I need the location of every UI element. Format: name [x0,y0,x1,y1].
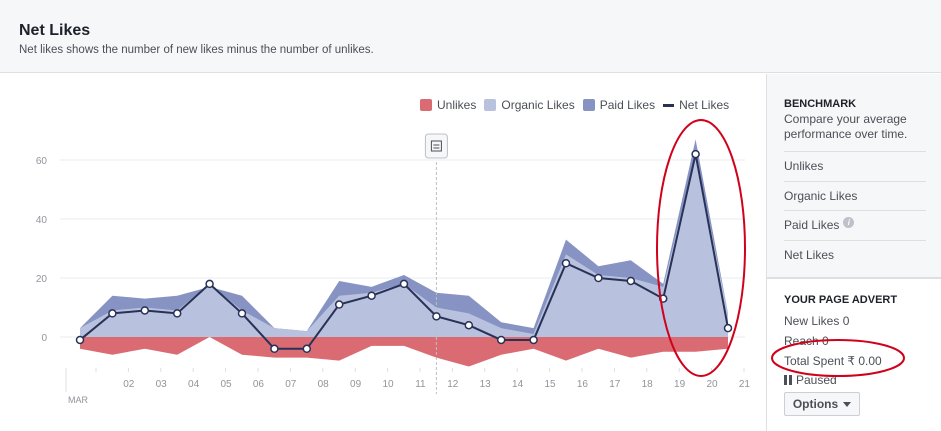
net-likes-point [432,312,441,321]
benchmark-description: Compare your average performance over ti… [784,112,908,141]
x-tick-label: 18 [642,379,654,390]
x-tick-label: 11 [415,379,426,390]
y-tick-label: 20 [36,274,48,285]
x-tick-label: 07 [285,379,297,390]
net-likes-point [529,335,538,345]
x-tick-label: 02 [123,379,135,390]
net-likes-point [270,344,279,354]
metric-label: Paid Likes [784,218,840,232]
net-likes-point [75,335,85,345]
x-tick-label: 13 [480,379,492,390]
net-likes-point [399,279,409,289]
x-tick-label: 06 [253,379,265,390]
net-likes-point [594,273,603,283]
net-likes-point [464,320,474,330]
page-title: Net Likes [19,22,91,39]
legend-label-net: Net Likes [679,98,730,112]
net-likes-point [658,294,668,303]
unlikes-swatch [420,99,432,111]
y-tick-label: 60 [36,156,48,167]
net-likes-point [691,149,700,159]
net-likes-point [496,335,506,345]
x-tick-label: 03 [156,379,168,390]
net-likes-point [334,300,344,309]
advert-status-label: Paused [796,373,837,387]
x-tick-label: 10 [382,379,394,390]
info-icon[interactable]: i [843,217,855,228]
benchmark-metric-net[interactable]: Net Likes [784,240,926,269]
advert-title: YOUR PAGE ADVERT [784,294,898,306]
legend-label-organic: Organic Likes [501,98,575,112]
net-likes-point [205,279,214,289]
x-tick-label: 17 [609,379,621,390]
x-tick-label: 09 [350,379,362,390]
options-label: Options [792,397,839,411]
metric-label: Net Likes [784,248,835,262]
benchmark-metric-organic[interactable]: Organic Likes [784,181,926,210]
chart-svg: 0 20 40 60 02 03 04 05 06 07 08 09 10 11 12 13 14 15 16 17 1… [36,133,751,405]
calendar-note-icon-glyph [430,140,442,152]
metric-label: Unlikes [784,159,824,173]
x-tick-label: 05 [220,379,232,390]
net-likes-chart: 0 20 40 60 02 03 04 05 06 07 08 09 10 11 12 13 14 15 16 17 1… [0,74,765,431]
legend-item-unlikes[interactable]: Unlikes [420,98,476,112]
benchmark-panel: BENCHMARK Compare your average performan… [766,74,941,431]
page-header: Net Likes Net likes shows the number of … [0,0,941,73]
metric-label: Organic Likes [784,189,858,203]
net-likes-point [172,309,182,318]
chart-legend: Unlikes Organic Likes Paid Likes Net Lik… [420,97,737,113]
x-tick-label: 14 [512,379,524,390]
advert-status: Paused [784,373,837,387]
net-likes-point [626,276,636,286]
page-subtitle: Net likes shows the number of new likes … [19,44,374,56]
legend-item-organic[interactable]: Organic Likes [484,98,575,112]
calendar-note-icon [424,133,448,159]
net-likes-point [108,309,117,318]
options-button[interactable]: Options [784,392,860,416]
net-likes-point [302,344,312,354]
net-likes-point [367,291,376,300]
advert-reach: Reach 0 [784,334,829,348]
x-tick-label: 04 [188,379,200,390]
net-likes-point [237,309,247,318]
x-tick-label: 21 [739,379,751,390]
series-area-unlikes [80,337,728,367]
benchmark-title: BENCHMARK [784,98,857,110]
y-tick-label: 40 [36,215,48,226]
net-likes-point [561,259,571,268]
caret-down-icon [843,401,852,407]
organic-swatch [484,99,497,111]
net-likes-point [723,323,733,333]
x-month-label: MAR [68,395,89,405]
x-tick-label: 12 [447,379,459,390]
legend-item-paid[interactable]: Paid Likes [582,98,656,112]
x-tick-label: 08 [318,379,330,390]
x-tick-label: 20 [706,379,718,390]
paid-swatch [582,99,595,111]
advert-total-spent: Total Spent ₹ 0.00 [784,354,882,368]
net-likes-point [140,306,150,315]
benchmark-metric-paid[interactable]: Paid Likes i [784,210,926,239]
pause-icon [784,375,792,385]
legend-label-unlikes: Unlikes [437,98,477,112]
y-tick-label: 0 [41,333,47,344]
series-area-organic-likes [80,154,728,337]
advert-new-likes: New Likes 0 [784,314,850,328]
benchmark-metric-unlikes[interactable]: Unlikes [784,151,926,180]
net-line-swatch [663,103,675,107]
legend-label-paid: Paid Likes [599,98,656,112]
page-advert-panel: YOUR PAGE ADVERT New Likes 0 Reach 0 Tot… [767,277,941,431]
legend-item-net[interactable]: Net Likes [663,98,729,112]
x-tick-label: 15 [544,379,556,390]
x-tick-label: 16 [577,379,589,390]
x-tick-label: 19 [674,379,686,390]
